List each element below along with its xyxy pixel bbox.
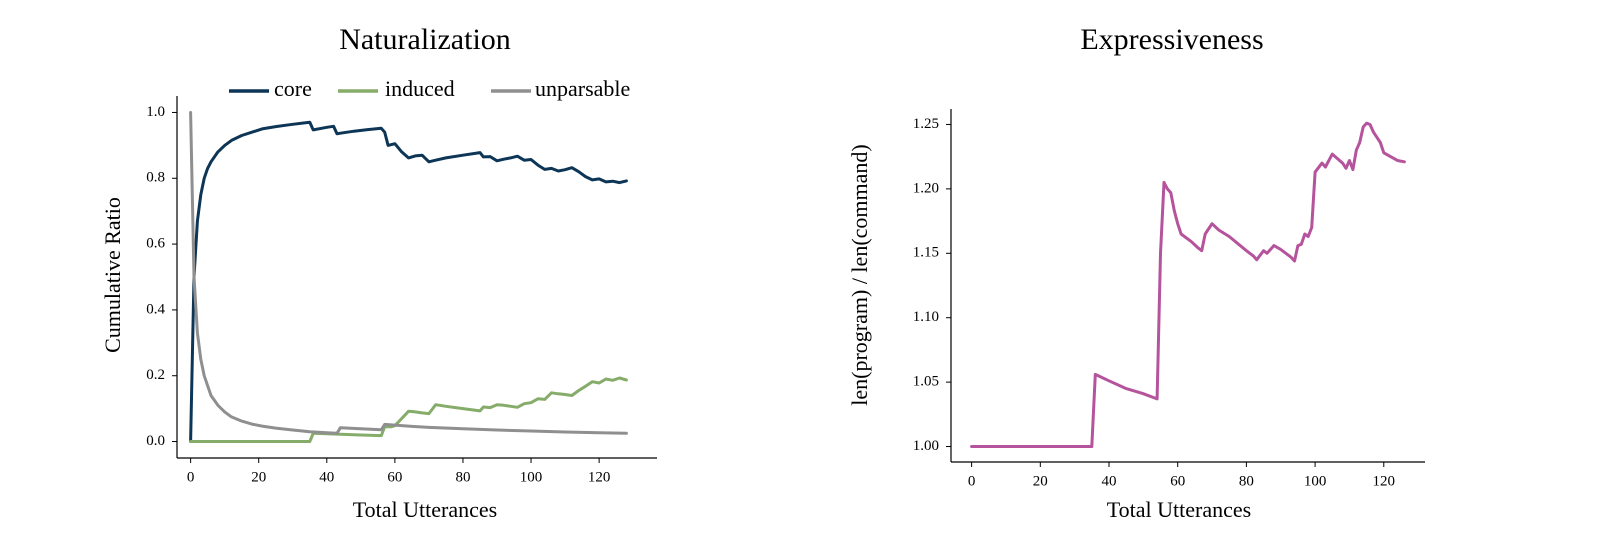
naturalization-legend: core induced unparsable — [229, 76, 630, 101]
expressiveness-y-tick-label: 1.20 — [913, 180, 939, 196]
expressiveness-y-tick-label: 1.05 — [913, 374, 939, 390]
naturalization-y-tick-label: 0.2 — [146, 367, 165, 383]
expressiveness-x-tick-label: 0 — [968, 473, 976, 489]
expressiveness-chart: Expressiveness Total Utterances len(prog… — [847, 23, 1425, 522]
naturalization-y-tick-label: 0.8 — [146, 170, 165, 186]
naturalization-x-tick-label: 120 — [588, 469, 611, 485]
legend-label-core: core — [274, 76, 312, 101]
expressiveness-lines — [970, 121, 1406, 448]
series-line-core — [189, 120, 628, 443]
naturalization-x-label: Total Utterances — [353, 497, 497, 522]
expressiveness-x-tick-label: 40 — [1102, 473, 1117, 489]
naturalization-y-label: Cumulative Ratio — [100, 197, 125, 353]
series-line-expressiveness — [970, 121, 1406, 448]
naturalization-chart: Naturalization Total Utterances Cumulati… — [100, 23, 657, 522]
naturalization-x-tick-label: 20 — [251, 469, 266, 485]
naturalization-x-tick-label: 100 — [520, 469, 543, 485]
expressiveness-y-ticks: 1.00 1.05 1.10 1.15 1.20 1.25 — [913, 116, 951, 454]
expressiveness-y-tick-label: 1.10 — [913, 309, 939, 325]
expressiveness-x-tick-label: 100 — [1304, 473, 1327, 489]
expressiveness-y-tick-label: 1.25 — [913, 116, 939, 132]
naturalization-x-tick-label: 40 — [319, 469, 334, 485]
naturalization-title: Naturalization — [339, 23, 511, 56]
series-line-unparsable — [189, 111, 628, 435]
naturalization-y-tick-label: 1.0 — [146, 104, 165, 120]
legend-label-induced: induced — [385, 76, 455, 101]
series-line-induced — [189, 376, 628, 443]
naturalization-x-tick-label: 80 — [455, 469, 470, 485]
expressiveness-title: Expressiveness — [1080, 23, 1263, 56]
expressiveness-x-ticks: 0 20 40 60 80 100 120 — [968, 462, 1395, 489]
expressiveness-x-tick-label: 80 — [1239, 473, 1254, 489]
naturalization-x-ticks: 0 20 40 60 80 100 120 — [187, 458, 611, 485]
naturalization-y-tick-label: 0.6 — [146, 236, 165, 252]
legend-label-unparsable: unparsable — [535, 76, 630, 101]
naturalization-x-tick-label: 60 — [387, 469, 402, 485]
expressiveness-x-label: Total Utterances — [1107, 497, 1251, 522]
naturalization-lines — [189, 111, 628, 443]
expressiveness-y-tick-label: 1.15 — [913, 245, 939, 261]
expressiveness-x-tick-label: 60 — [1170, 473, 1185, 489]
expressiveness-x-tick-label: 20 — [1033, 473, 1048, 489]
expressiveness-y-label: len(program) / len(command) — [847, 144, 872, 405]
naturalization-y-tick-label: 0.0 — [146, 433, 165, 449]
naturalization-y-tick-label: 0.4 — [146, 301, 165, 317]
naturalization-x-tick-label: 0 — [187, 469, 195, 485]
expressiveness-x-tick-label: 120 — [1373, 473, 1396, 489]
expressiveness-y-tick-label: 1.00 — [913, 438, 939, 454]
naturalization-y-ticks: 0.0 0.2 0.4 0.6 0.8 1.0 — [146, 104, 177, 449]
